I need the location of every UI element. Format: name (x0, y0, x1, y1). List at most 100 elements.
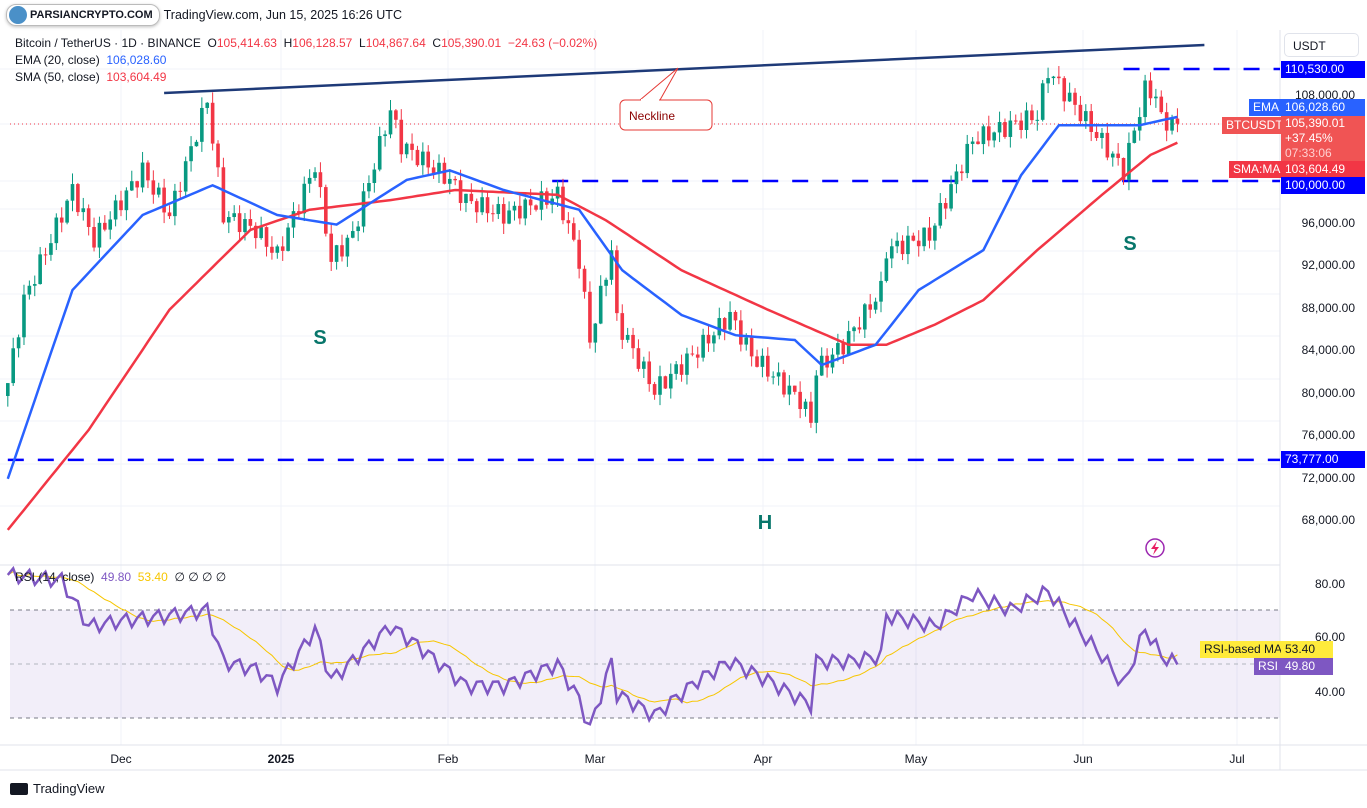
candle (965, 143, 970, 174)
candle (695, 354, 700, 358)
symbol-legend[interactable]: Bitcoin / TetherUS · 1D · BINANCE O105,4… (15, 36, 598, 50)
sma-legend-value: 103,604.49 (106, 70, 167, 84)
bar-countdown: 07:33:06 (1285, 146, 1332, 160)
head-label: H (758, 512, 772, 534)
candle (647, 361, 652, 385)
rsi-ma-line (7, 571, 1178, 704)
price-tick: 84,000.00 (1301, 343, 1355, 358)
ema-tag-label: EMA (1249, 99, 1284, 116)
candle (119, 200, 123, 211)
candle (652, 384, 657, 395)
candle (744, 337, 749, 345)
sma-50-line (6, 141, 1178, 531)
price-tick: 76,000.00 (1301, 428, 1355, 443)
candle (598, 285, 603, 324)
sma-legend[interactable]: SMA (50, close) 103,604.49 (15, 70, 167, 84)
candle (771, 376, 775, 378)
neckline-callout[interactable]: Neckline (619, 67, 713, 131)
candle (766, 355, 770, 377)
candle (1170, 118, 1174, 131)
candle (469, 193, 474, 202)
candle (426, 151, 431, 168)
candle (350, 231, 355, 238)
candle (685, 353, 689, 375)
candle (943, 202, 948, 209)
candle (81, 208, 86, 213)
candle (609, 250, 614, 280)
rsi-ma-legend-value: 53.40 (137, 570, 168, 584)
candle (162, 187, 166, 213)
candle (1175, 118, 1180, 124)
candle (706, 334, 711, 344)
candle (949, 184, 953, 209)
candle (1046, 78, 1050, 84)
candle (960, 171, 964, 174)
candle (189, 146, 193, 162)
candle (814, 375, 819, 423)
candle (275, 246, 280, 253)
time-tick: Dec (110, 752, 132, 766)
candle (367, 182, 371, 192)
candle (59, 217, 64, 223)
candle (474, 201, 479, 213)
candle (512, 205, 517, 211)
candle (70, 184, 75, 201)
ema-legend[interactable]: EMA (20, close) 106,028.60 (15, 53, 167, 67)
candle (1116, 153, 1120, 158)
candle (421, 151, 425, 166)
candle (480, 197, 484, 213)
candle (825, 355, 829, 368)
neckline-callout-pointer (639, 67, 679, 101)
candle (1078, 104, 1083, 122)
candle (523, 199, 528, 219)
candle (173, 190, 177, 217)
candle (625, 334, 630, 340)
candle (410, 143, 414, 150)
candle (868, 304, 873, 310)
candle (749, 337, 754, 357)
candle (16, 337, 21, 349)
candle (329, 233, 334, 262)
candle (1105, 132, 1110, 158)
candle (146, 162, 150, 181)
snapshot-stamp: TradingView.com, Jun 15, 2025 16:26 UTC (163, 8, 402, 22)
candle (200, 107, 204, 142)
rsi-tag: 49.80 (1281, 658, 1333, 675)
candle (1035, 119, 1040, 121)
ema-legend-value: 106,028.60 (106, 53, 167, 67)
price-tick: 88,000.00 (1301, 300, 1355, 315)
candle (1073, 92, 1077, 105)
neckline-label: Neckline (629, 109, 675, 123)
candle (259, 227, 263, 239)
candle (227, 217, 231, 223)
candle (334, 245, 339, 262)
candle (11, 348, 15, 384)
candle (663, 376, 668, 389)
candle (54, 217, 59, 244)
candle (383, 134, 387, 137)
rsi-line (6, 565, 1179, 726)
candle (97, 222, 102, 248)
candle (739, 320, 743, 345)
rsi-legend[interactable]: RSI (14, close) 49.80 53.40 ∅ ∅ ∅ ∅ (15, 570, 227, 584)
candle (1089, 111, 1093, 132)
left-shoulder-label: S (313, 327, 326, 349)
time-tick: Mar (584, 752, 606, 766)
neckline-trendline[interactable] (164, 43, 1205, 95)
candle (518, 205, 522, 219)
candle (280, 246, 285, 251)
candle (243, 219, 247, 233)
candle (604, 279, 608, 286)
candle (798, 391, 802, 409)
lightning-icon[interactable] (1145, 538, 1165, 558)
candle (92, 226, 96, 248)
open-value: 105,414.63 (216, 36, 277, 50)
candle (900, 240, 905, 255)
candle (787, 385, 792, 395)
candle (1154, 96, 1158, 99)
candle (792, 385, 797, 392)
currency-selector[interactable]: USDT (1284, 33, 1359, 57)
candle (717, 318, 722, 336)
candle (1094, 131, 1099, 138)
